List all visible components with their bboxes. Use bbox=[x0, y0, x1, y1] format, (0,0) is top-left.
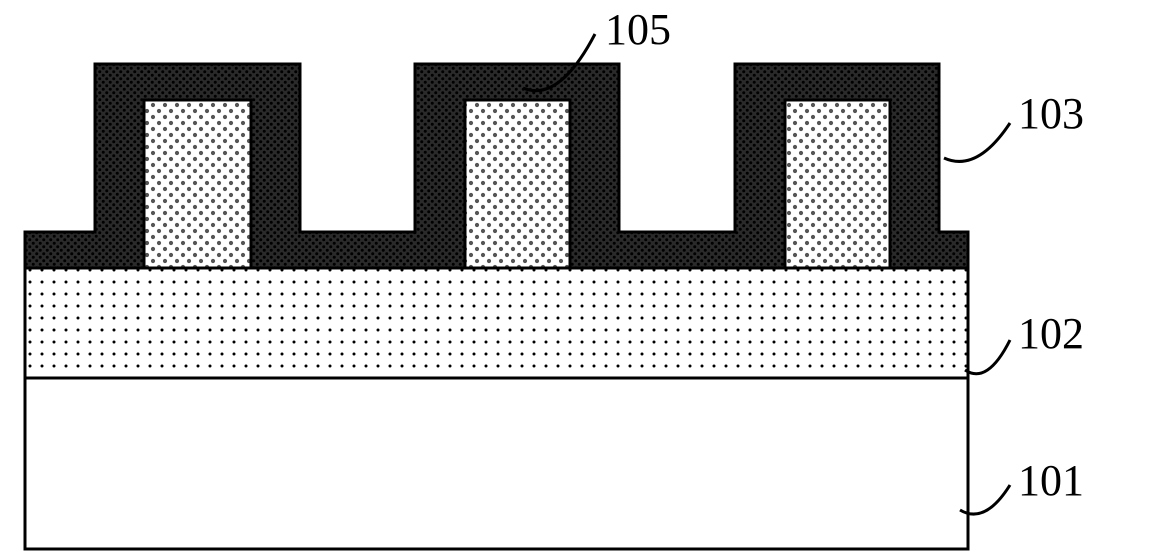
label105-text: 105 bbox=[605, 5, 671, 54]
label101-text: 101 bbox=[1018, 456, 1084, 505]
layer-103-fin-2 bbox=[465, 100, 570, 268]
layer-101-substrate bbox=[25, 378, 968, 549]
label102-text: 102 bbox=[1018, 309, 1084, 358]
layer-102 bbox=[25, 268, 968, 378]
label103-text: 103 bbox=[1018, 89, 1084, 138]
label102-leader bbox=[965, 340, 1010, 374]
label103-leader bbox=[944, 123, 1010, 161]
layer-103-fin-3 bbox=[785, 100, 890, 268]
layer-103-fin-1 bbox=[144, 100, 251, 268]
